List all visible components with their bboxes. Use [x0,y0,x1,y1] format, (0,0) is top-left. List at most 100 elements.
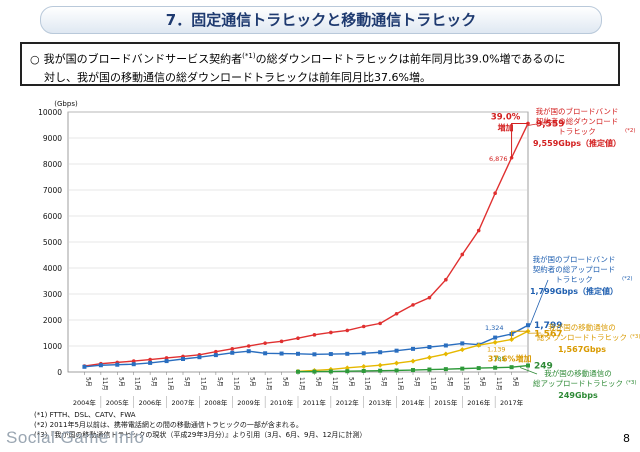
data-point [279,339,284,344]
data-point [115,362,120,367]
data-point [345,369,350,374]
data-point [246,349,251,354]
x-month-label: 11月 [134,377,141,391]
value-label-bb-up-prev: 1,324 [485,324,504,332]
data-point [345,351,350,356]
data-point [378,368,383,373]
data-point [213,353,218,358]
data-point [460,252,465,257]
x-month-label: 11月 [397,377,404,391]
y-tick-label: 0 [57,368,62,377]
x-year-label: 2008年 [204,398,228,407]
value-label-mob-down-last: 1,567 [534,329,562,339]
data-point [493,335,498,340]
x-year-label: 2006年 [139,398,163,407]
callout-bb-down-text: 我が国のブロードバンド契約者の総ダウンロードトラヒック [536,106,619,136]
data-point [181,357,185,361]
data-point [329,330,333,335]
x-month-label: 5月 [413,377,420,387]
x-month-label: 11月 [199,377,206,391]
data-point [410,358,416,364]
data-point [98,363,103,368]
x-year-label: 2013年 [369,398,393,407]
data-point [230,347,235,351]
data-point [476,342,482,348]
data-point [164,356,169,360]
x-year-label: 2012年 [336,398,360,407]
x-year-label: 2010年 [270,398,294,407]
x-year-label: 2016年 [467,398,491,407]
data-point [361,364,367,370]
callout-mob-up-leader [519,367,538,375]
data-point [279,351,284,356]
x-month-label: 5月 [282,377,289,387]
x-year-label: 2015年 [434,398,458,407]
data-point [460,366,465,371]
data-point [328,352,333,357]
y-tick-label: 1000 [43,342,62,351]
data-point [394,360,400,366]
value-label-mob-down-prev: 1,139 [487,346,506,354]
x-month-label: 5月 [183,377,190,387]
callout-bb-up-value: 1,799Gbps（推定値） [530,286,618,296]
y-tick-label: 9000 [43,134,62,143]
data-point [526,323,530,328]
summary-line-1: ○ 我が国のブロードバンドサービス契約者(*1)の総ダウンロードトラヒックは前年同… [30,47,610,69]
data-point [460,341,465,346]
data-point [344,365,350,371]
data-point [426,354,432,360]
data-point [443,351,449,357]
traffic-chart: 0 1000 2000 3000 4000 5000 6000 7000 8000 9000 100… [38,100,640,408]
y-tick-label: 4000 [43,264,62,273]
x-year-label: 2005年 [106,398,130,407]
growth-label-mobile: 37.6%増加 [488,354,532,364]
data-point [361,368,366,373]
data-point [197,355,202,360]
x-month-label: 11月 [331,377,338,391]
watermark: Social Game Info [6,428,145,447]
data-point [443,367,448,372]
y-tick-label: 3000 [43,290,62,299]
data-point [131,359,136,363]
x-month-label: 11月 [101,377,108,391]
data-point [394,368,399,373]
y-tick-label: 6000 [43,212,62,221]
data-point [361,324,366,329]
x-year-label: 2007年 [171,398,195,407]
x-month-label: 5月 [84,377,91,387]
data-point [493,365,498,370]
summary-line-2: 対し、我が国の移動通信の総ダウンロードトラヒックは前年同月比37.6%増。 [44,70,431,84]
x-month-label: 11月 [462,377,469,391]
x-month-label: 5月 [479,377,486,387]
series-line-2 [84,324,529,368]
x-month-label: 5月 [380,377,387,387]
value-label-bb-down-last: 9,559 [536,119,564,129]
growth-label-fixed-pct: 39.0% [491,112,521,122]
data-point [427,367,432,372]
y-tick-label: 7000 [43,186,62,195]
x-year-label: 2009年 [237,398,261,407]
data-point [296,336,300,340]
callout-bb-up-sup: (*2) [622,276,633,282]
x-month-label: 5月 [446,377,453,387]
data-point [427,345,432,350]
callout-bb-down-sup: (*2) [625,128,636,134]
x-month-label: 11月 [364,377,371,391]
x-month-label: 11月 [167,377,174,391]
data-point [378,350,383,355]
data-point [509,365,514,370]
x-month-label: 11月 [232,377,239,391]
x-month-label: 5月 [216,377,223,387]
page-number: 8 [623,432,630,445]
data-point [493,191,497,196]
data-point [296,351,300,356]
data-point [263,341,267,345]
data-point [476,228,481,233]
data-point [411,303,415,307]
data-point [246,344,251,348]
x-month-label: 11月 [298,377,305,391]
circle-bullet-icon: ○ [30,52,40,66]
value-label-bb-down-prev: 6,876 [489,155,508,163]
x-month-label: 11月 [429,377,436,391]
footnote-1: (*1) FTTH、DSL、CATV、FWA [34,411,136,419]
